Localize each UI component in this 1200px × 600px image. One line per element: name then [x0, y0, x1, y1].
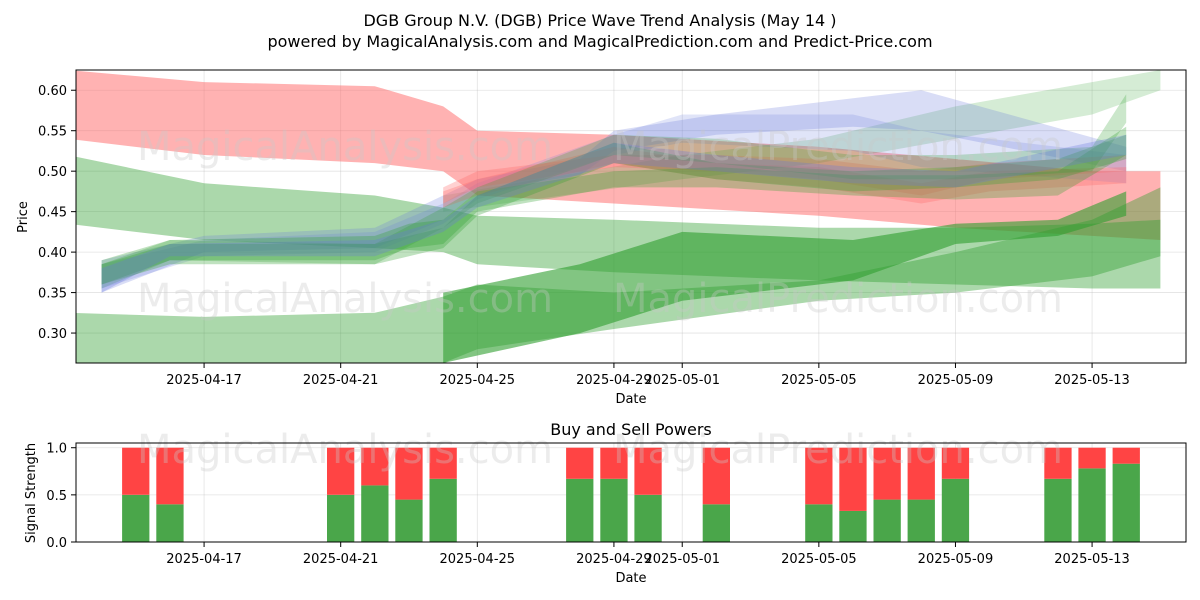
price-bands [76, 70, 1161, 363]
price-band-blue [101, 90, 1127, 293]
sell-bar [907, 447, 935, 500]
watermark-analysis-bottom: MagicalAnalysis.com [137, 427, 553, 473]
buy-sell-y-tick-label: 0.5 [46, 489, 67, 504]
price-band-red [443, 155, 1127, 204]
buy-sell-y-ticks: 0.0 0.5 1.0 [46, 442, 76, 551]
sell-bar [702, 447, 730, 505]
price-y-tick-label: 0.40 [38, 246, 67, 261]
buy-bar [600, 478, 628, 542]
buy-sell-x-tick-label: 2025-05-13 [1054, 552, 1130, 567]
buy-sell-x-tick-label: 2025-04-21 [303, 552, 379, 567]
buy-sell-chart: Buy and Sell Powers MagicalAnalysis.com … [24, 420, 1187, 586]
sell-bar [1112, 447, 1140, 464]
price-x-tick-label: 2025-04-17 [166, 373, 242, 388]
buy-sell-x-tick-label: 2025-05-09 [918, 552, 994, 567]
price-band-red [443, 146, 1127, 208]
watermark-prediction-bottom: MagicalPrediction.com [613, 427, 1063, 473]
buy-bar [634, 494, 662, 542]
sell-bar [634, 447, 662, 495]
buy-sell-plot-background [76, 443, 1186, 542]
buy-bar [702, 504, 730, 542]
sell-bar [361, 447, 389, 486]
buy-sell-x-tick-label: 2025-05-01 [644, 552, 720, 567]
buy-bar [395, 499, 423, 542]
buy-sell-x-tick-label: 2025-04-17 [166, 552, 242, 567]
buy-bar [429, 478, 457, 542]
sell-bar [327, 447, 355, 495]
watermark-analysis-mid: MagicalAnalysis.com [137, 276, 553, 322]
price-band-green [443, 70, 1161, 212]
price-y-tick-label: 0.35 [38, 287, 67, 302]
sell-bar [1044, 447, 1072, 479]
buy-sell-x-axis-label: Date [615, 571, 646, 586]
price-wave-chart: MagicalAnalysis.com MagicalPrediction.co… [16, 69, 1187, 407]
sell-bar [1078, 447, 1106, 469]
price-x-tick-label: 2025-04-21 [303, 373, 379, 388]
buy-bar [941, 478, 970, 542]
price-band-blue [101, 134, 1127, 293]
chart-subtitle: powered by MagicalAnalysis.com and Magic… [267, 32, 932, 51]
price-x-tick-label: 2025-05-13 [1054, 373, 1130, 388]
sell-bar [839, 447, 867, 511]
watermark-prediction-mid: MagicalPrediction.com [613, 276, 1063, 322]
price-x-tick-label: 2025-05-05 [781, 373, 857, 388]
price-x-tick-label: 2025-05-09 [918, 373, 994, 388]
buy-bar [156, 504, 184, 542]
buy-bar [327, 494, 355, 542]
buy-bar [566, 478, 594, 542]
price-x-tick-label: 2025-04-25 [440, 373, 516, 388]
price-band-green [443, 191, 1127, 363]
buy-sell-x-ticks: 2025-04-17 2025-04-21 2025-04-25 2025-04-29… [166, 542, 1130, 567]
buy-sell-title: Buy and Sell Powers [550, 420, 712, 439]
buy-sell-y-tick-label: 1.0 [46, 442, 67, 457]
chart-title: DGB Group N.V. (DGB) Price Wave Trend An… [363, 11, 836, 30]
buy-sell-bars [122, 447, 1140, 542]
price-y-ticks: 0.30 0.35 0.40 0.45 0.50 0.55 0.60 [38, 84, 76, 342]
sell-bar [156, 447, 184, 505]
buy-bar [907, 499, 935, 542]
price-x-axis-label: Date [615, 392, 646, 407]
buy-bar [805, 504, 833, 542]
sell-bar [395, 447, 423, 500]
watermark-prediction-top: MagicalPrediction.com [613, 124, 1063, 170]
buy-bar [873, 499, 901, 542]
buy-bar [1112, 463, 1140, 542]
buy-bar [361, 485, 389, 542]
price-y-tick-label: 0.60 [38, 84, 67, 99]
buy-sell-x-tick-label: 2025-05-05 [781, 552, 857, 567]
buy-sell-plot-frame [75, 442, 1187, 543]
buy-bar [1078, 468, 1106, 542]
sell-bar [805, 447, 833, 505]
price-x-tick-label: 2025-05-01 [644, 373, 720, 388]
price-y-tick-label: 0.45 [38, 206, 67, 221]
watermark-analysis-top: MagicalAnalysis.com [137, 124, 553, 170]
buy-bar [122, 494, 150, 542]
price-y-axis-label: Price [16, 201, 31, 233]
price-y-tick-label: 0.50 [38, 165, 67, 180]
sell-bar [429, 447, 457, 479]
price-band-green [76, 187, 1161, 363]
sell-bar [941, 447, 970, 479]
price-x-tick-label: 2025-04-29 [576, 373, 652, 388]
price-y-tick-label: 0.30 [38, 327, 67, 342]
sell-bar [566, 447, 594, 479]
sell-bar [873, 447, 901, 500]
price-y-tick-label: 0.55 [38, 125, 67, 140]
price-band-red [76, 70, 1161, 240]
price-band-green [101, 126, 1127, 285]
sell-bar [122, 447, 150, 495]
buy-sell-y-axis-label: Signal Strength [24, 443, 39, 543]
price-band-blue [101, 114, 1127, 289]
buy-sell-x-tick-label: 2025-04-29 [576, 552, 652, 567]
sell-bar [600, 447, 628, 479]
buy-bar [1044, 478, 1072, 542]
price-band-green [101, 134, 1127, 285]
price-plot-frame [75, 69, 1187, 364]
buy-bar [839, 510, 867, 542]
buy-sell-x-tick-label: 2025-04-25 [440, 552, 516, 567]
buy-sell-y-tick-label: 0.0 [46, 536, 67, 551]
price-x-ticks: 2025-04-17 2025-04-21 2025-04-25 2025-04-29… [166, 363, 1130, 388]
